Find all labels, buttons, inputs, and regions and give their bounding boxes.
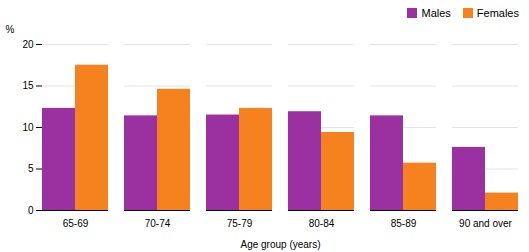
svg-text:90 and over: 90 and over <box>459 218 512 229</box>
svg-text:15: 15 <box>22 80 34 91</box>
html-text:Males: Males <box>421 7 451 19</box>
svg-text:10: 10 <box>22 122 34 133</box>
svg-text:%: % <box>6 24 15 35</box>
svg-text:5: 5 <box>28 163 34 174</box>
svg-text:75-79: 75-79 <box>227 218 253 229</box>
svg-text:70-74: 70-74 <box>145 218 171 229</box>
svg-text:20: 20 <box>22 39 34 50</box>
svg-text:Age group (years): Age group (years) <box>240 239 320 250</box>
svg-text:0: 0 <box>28 205 34 216</box>
html-text:Females: Females <box>476 7 519 19</box>
svg-text:80-84: 80-84 <box>309 218 335 229</box>
svg-text:85-89: 85-89 <box>391 218 417 229</box>
svg-text:65-69: 65-69 <box>63 218 89 229</box>
